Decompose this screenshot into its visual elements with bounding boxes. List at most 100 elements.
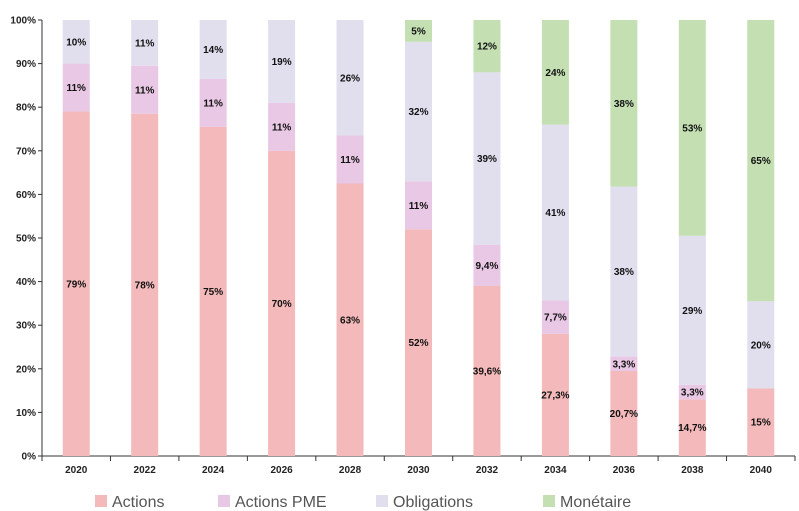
bar-segment-mon-taire <box>747 20 775 302</box>
data-label: 14% <box>203 45 223 56</box>
bar-segment-mon-taire <box>610 20 638 187</box>
bar-segment-obligations <box>405 41 432 182</box>
x-tick-label: 2032 <box>476 465 499 476</box>
x-tick-label: 2024 <box>202 465 225 476</box>
data-label: 12% <box>477 42 497 53</box>
x-tick-label: 2026 <box>270 465 293 476</box>
data-label: 29% <box>682 306 702 317</box>
x-tick-label: 2022 <box>134 465 157 476</box>
legend: Actions Actions PME Obligations Monétaire <box>95 494 631 511</box>
data-label: 32% <box>408 107 428 118</box>
bar-segment-mon-taire <box>405 20 432 42</box>
bar-segment-actions-pme <box>610 356 638 371</box>
bar-segment-obligations <box>747 301 775 389</box>
data-label: 70% <box>272 299 292 310</box>
data-label: 63% <box>340 315 360 326</box>
y-tick-label: 60% <box>16 190 36 201</box>
data-label: 79% <box>66 279 86 290</box>
data-label: 26% <box>340 73 360 84</box>
data-label: 9,4% <box>476 261 499 272</box>
bar-segment-obligations <box>268 20 296 103</box>
bar-segment-actions <box>541 333 569 456</box>
y-tick-label: 10% <box>16 408 36 419</box>
bar-segment-mon-taire <box>678 20 706 236</box>
legend-swatch <box>218 495 230 507</box>
legend-label: Actions PME <box>235 494 327 511</box>
data-label: 65% <box>751 156 771 167</box>
legend-swatch <box>95 495 107 507</box>
bar-segment-actions-pme <box>268 102 296 151</box>
data-label: 24% <box>545 68 565 79</box>
legend-swatch <box>543 495 555 507</box>
bar-segment-actions <box>473 285 501 456</box>
bar-segment-actions-pme <box>678 384 706 400</box>
data-label: 14,7% <box>678 423 706 434</box>
bar-segment-actions-pme <box>199 78 227 127</box>
bar-segment-actions-pme <box>473 244 501 286</box>
data-label: 78% <box>135 280 155 291</box>
legend-label: Actions <box>112 494 164 511</box>
y-axis: 0% 10% 20% 30% 40% 50% 60% 70% 80% 90% 100% <box>10 16 43 463</box>
bar-segment-actions <box>747 388 775 456</box>
x-tick-label: 2034 <box>544 465 567 476</box>
data-label: 5% <box>411 26 426 37</box>
y-tick-label: 80% <box>16 103 36 114</box>
bars <box>62 20 775 457</box>
data-label: 11% <box>409 201 429 212</box>
x-tick-label: 2030 <box>407 465 430 476</box>
y-tick-label: 100% <box>10 16 36 27</box>
bar-segment-actions-pme <box>62 63 90 112</box>
data-labels: 79% 11% 10% 78% 11% 11% 75% 11% 14% 70% 11% 19% 63% 1… <box>66 26 771 434</box>
data-label: 11% <box>135 85 155 96</box>
data-label: 7,7% <box>544 313 567 324</box>
data-label: 52% <box>408 338 428 349</box>
bar-segment-obligations <box>199 20 227 79</box>
data-label: 10% <box>66 37 86 48</box>
bar-segment-actions-pme <box>336 135 364 184</box>
bar-segment-mon-taire <box>541 20 569 125</box>
bar-segment-actions <box>678 399 706 456</box>
data-label: 19% <box>272 57 292 68</box>
bar-segment-actions <box>336 183 364 456</box>
bar-segment-actions <box>268 150 296 457</box>
bar-segment-actions <box>62 111 90 456</box>
bar-segment-obligations <box>678 235 706 385</box>
y-tick-label: 70% <box>16 146 36 157</box>
data-label: 11% <box>340 155 360 166</box>
data-label: 39,6% <box>473 366 501 377</box>
y-tick-label: 30% <box>16 321 36 332</box>
bar-segment-actions-pme <box>541 300 569 334</box>
y-tick-label: 20% <box>16 364 36 375</box>
bar-segment-actions <box>199 126 227 456</box>
x-tick-label: 2020 <box>65 465 88 476</box>
bar-segment-obligations <box>336 20 364 136</box>
data-label: 3,3% <box>612 359 635 370</box>
bar-segment-actions <box>405 229 432 456</box>
data-label: 38% <box>614 267 634 278</box>
y-tick-label: 40% <box>16 277 36 288</box>
x-tick-label: 2038 <box>681 465 704 476</box>
x-tick-label: 2028 <box>339 465 362 476</box>
bar-segment-actions <box>131 113 159 457</box>
data-label: 3,3% <box>681 388 704 399</box>
data-label: 38% <box>614 99 634 110</box>
data-label: 20,7% <box>610 409 638 420</box>
y-tick-label: 50% <box>16 234 36 245</box>
data-label: 11% <box>203 98 223 109</box>
data-label: 20% <box>751 340 771 351</box>
x-tick-label: 2040 <box>750 465 773 476</box>
bar-segment-obligations <box>62 20 90 64</box>
legend-swatch <box>376 495 388 507</box>
bar-segment-obligations <box>541 124 569 301</box>
y-tick-label: 90% <box>16 59 36 70</box>
bar-segment-obligations <box>473 72 501 245</box>
bar-segment-mon-taire <box>473 20 501 73</box>
data-label: 75% <box>203 287 223 298</box>
legend-label: Obligations <box>393 494 473 511</box>
x-axis: 2020 2022 2024 2026 2028 2030 2032 2034 2036 2038… <box>41 455 796 476</box>
bar-segment-actions <box>610 370 638 456</box>
data-label: 11% <box>135 38 155 49</box>
bar-segment-actions-pme <box>131 65 159 114</box>
bar-segment-obligations <box>131 20 159 66</box>
